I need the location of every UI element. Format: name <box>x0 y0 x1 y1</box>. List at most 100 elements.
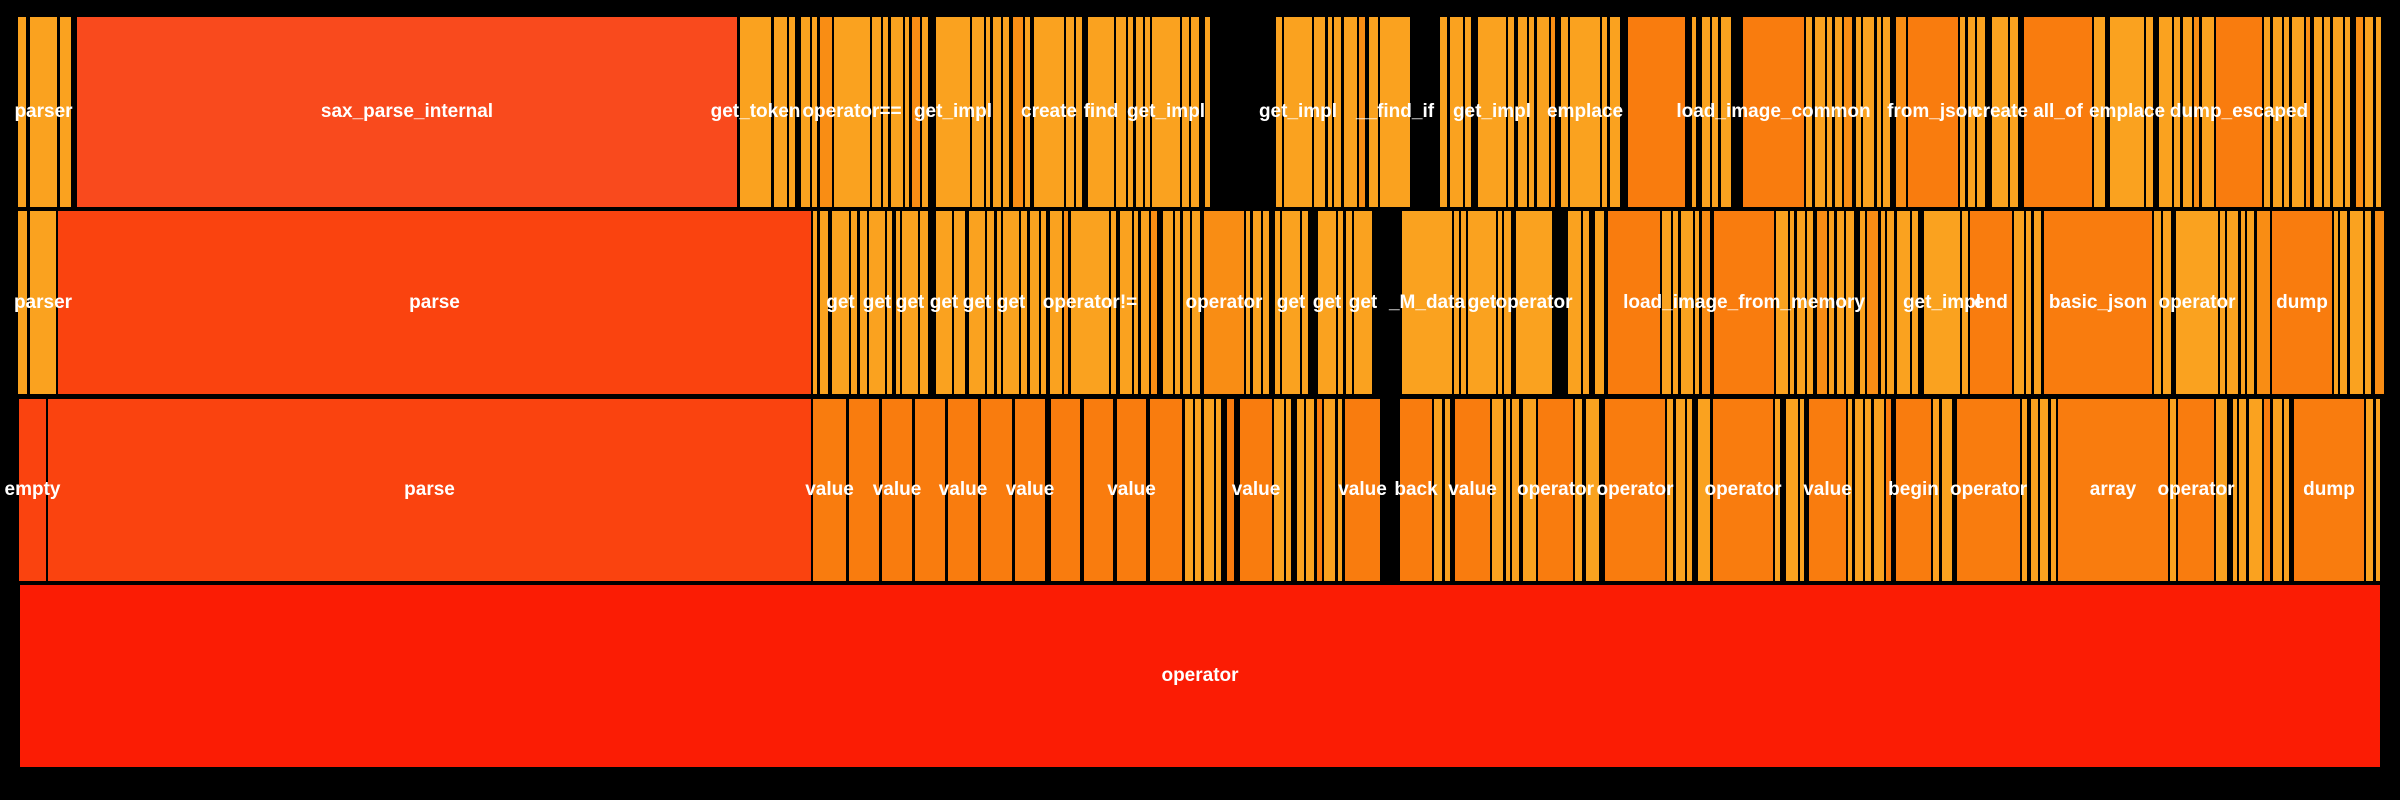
frame-value[interactable]: value <box>873 399 921 581</box>
frame-bar[interactable] <box>872 17 881 207</box>
frame-bar[interactable] <box>1583 211 1589 394</box>
frame-unlabeled[interactable] <box>1150 399 1182 581</box>
frame-bar[interactable] <box>1721 17 1731 207</box>
frame-bar[interactable] <box>1844 17 1852 207</box>
frame-bar[interactable] <box>1359 17 1365 207</box>
frame-empty[interactable]: empty <box>5 399 60 581</box>
frame-operator[interactable]: operator <box>1950 399 2027 581</box>
frame-bar[interactable] <box>2183 17 2192 207</box>
frame-bar[interactable] <box>2376 17 2381 207</box>
frame-bar[interactable] <box>2247 211 2254 394</box>
frame-bar[interactable] <box>896 211 900 394</box>
frame-bar[interactable] <box>1897 211 1910 394</box>
frame-bar[interactable] <box>1216 399 1221 581</box>
frame-bar[interactable] <box>1807 211 1813 394</box>
frame-get[interactable]: get <box>963 211 991 394</box>
frame-bar[interactable] <box>1865 399 1871 581</box>
frame-get[interactable]: get <box>1277 211 1305 394</box>
frame-value[interactable]: value <box>1803 399 1852 581</box>
frame-bar[interactable] <box>1790 211 1794 394</box>
frame-bar[interactable] <box>812 17 817 207</box>
frame-bar[interactable] <box>1191 17 1199 207</box>
frame-bar[interactable] <box>1827 17 1832 207</box>
frame-bar[interactable] <box>1120 211 1132 394</box>
frame-bar[interactable] <box>1667 399 1673 581</box>
frame-begin[interactable]: begin <box>1888 399 1939 581</box>
frame-load_image_common[interactable]: load_image_common <box>1676 17 1871 207</box>
frame-emplace[interactable]: emplace <box>2089 17 2165 207</box>
frame-bar[interactable] <box>2051 399 2056 581</box>
frame-bar[interactable] <box>1687 399 1692 581</box>
frame-bar[interactable] <box>1815 17 1825 207</box>
frame-bar[interactable] <box>820 17 832 207</box>
frame-bar[interactable] <box>1575 399 1582 581</box>
frame-bar[interactable] <box>1610 17 1620 207</box>
frame-bar[interactable] <box>1968 17 1975 207</box>
frame-bar[interactable] <box>1883 17 1890 207</box>
frame-dump_escaped[interactable]: dump_escaped <box>2170 17 2308 207</box>
frame-end[interactable]: end <box>1970 211 2012 394</box>
frame-bar[interactable] <box>1274 399 1284 581</box>
frame-operator[interactable]: operator <box>2158 211 2236 394</box>
frame-bar[interactable] <box>1681 211 1693 394</box>
frame-bar[interactable] <box>1887 211 1894 394</box>
frame-bar[interactable] <box>2239 399 2246 581</box>
frame-array[interactable]: array <box>2058 399 2168 581</box>
frame-bar[interactable] <box>997 211 1001 394</box>
frame-unlabeled[interactable] <box>849 399 879 581</box>
frame-bar[interactable] <box>1440 17 1447 207</box>
frame-operator[interactable]: operator <box>1704 399 1782 581</box>
frame-bar[interactable] <box>2241 211 2245 394</box>
frame-bar[interactable] <box>2154 211 2161 394</box>
frame-bar[interactable] <box>887 211 892 394</box>
frame-bar[interactable] <box>1595 211 1604 394</box>
frame-bar[interactable] <box>1324 399 1335 581</box>
frame-bar[interactable] <box>1829 211 1834 394</box>
frame-get_impl[interactable]: get_impl <box>1259 17 1337 207</box>
frame-parse[interactable]: parse <box>58 211 811 394</box>
frame-all_of[interactable]: all_of <box>2024 17 2092 207</box>
frame-bar[interactable] <box>1227 399 1234 581</box>
frame-bar[interactable] <box>1204 399 1214 581</box>
frame-create[interactable]: create <box>1021 17 1077 207</box>
frame-__find_if[interactable]: __find_if <box>1356 17 1434 207</box>
frame-bar[interactable] <box>1837 211 1844 394</box>
frame-bar[interactable] <box>2233 399 2237 581</box>
frame-bar[interactable] <box>1817 211 1827 394</box>
frame-bar[interactable] <box>1848 399 1852 581</box>
frame-bar[interactable] <box>2026 211 2031 394</box>
frame-bar[interactable] <box>1586 399 1599 581</box>
frame-bar[interactable] <box>1183 211 1190 394</box>
frame-operator[interactable]: operator <box>20 585 2380 767</box>
frame-operator[interactable]: operator <box>1517 399 1594 581</box>
frame-bar[interactable] <box>2216 399 2227 581</box>
frame-bar[interactable] <box>891 17 903 207</box>
frame-bar[interactable] <box>912 17 920 207</box>
frame-get[interactable]: get <box>1313 211 1341 394</box>
frame-value[interactable]: value <box>805 399 854 581</box>
frame-bar[interactable] <box>2375 211 2384 394</box>
frame-get[interactable]: get <box>1349 211 1377 394</box>
frame-bar[interactable] <box>1041 211 1046 394</box>
frame-bar[interactable] <box>1702 17 1710 207</box>
frame-bar[interactable] <box>1021 211 1027 394</box>
frame-bar[interactable] <box>1602 17 1607 207</box>
frame-operator[interactable]: operator <box>2157 399 2235 581</box>
frame-bar[interactable] <box>2350 211 2363 394</box>
frame-parse[interactable]: parse <box>48 399 811 581</box>
frame-dump[interactable]: dump <box>2294 399 2364 581</box>
frame-get[interactable]: get <box>997 211 1025 394</box>
frame-bar[interactable] <box>1504 211 1511 394</box>
frame-create[interactable]: create <box>1972 17 2028 207</box>
frame-bar[interactable] <box>1275 211 1280 394</box>
frame-bar[interactable] <box>1461 211 1466 394</box>
frame-bar[interactable] <box>2356 17 2363 207</box>
frame-bar[interactable] <box>18 211 27 394</box>
frame-bar[interactable] <box>2264 17 2270 207</box>
frame-_M_data[interactable]: _M_data <box>1389 211 1465 394</box>
frame-bar[interactable] <box>2163 211 2171 394</box>
frame-unlabeled[interactable] <box>1051 399 1080 581</box>
frame-bar[interactable] <box>2345 17 2350 207</box>
frame-bar[interactable] <box>1512 399 1519 581</box>
frame-bar[interactable] <box>1328 17 1332 207</box>
